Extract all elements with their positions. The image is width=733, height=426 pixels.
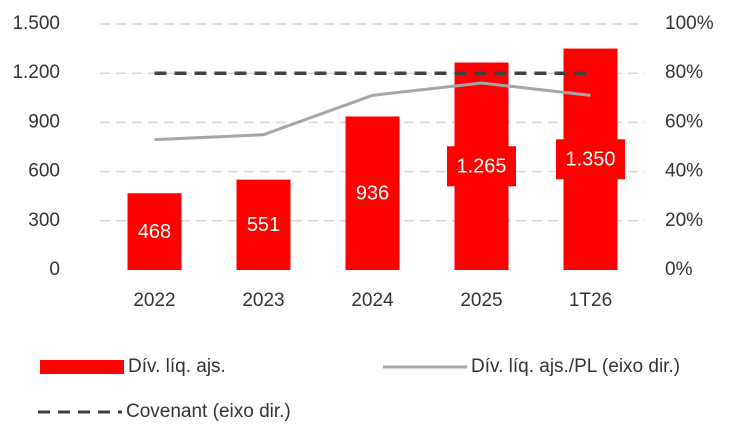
data-label-box bbox=[240, 204, 287, 245]
data-label-box bbox=[447, 146, 516, 187]
x-tick-label: 1T26 bbox=[569, 290, 612, 311]
data-label: 1.350 bbox=[565, 149, 615, 171]
data-label-box bbox=[556, 139, 625, 180]
data-label: 1.265 bbox=[456, 156, 506, 178]
y-tick-label: 600 bbox=[28, 161, 60, 182]
x-tick-label: 2025 bbox=[460, 290, 502, 311]
x-tick-label: 2024 bbox=[351, 290, 394, 311]
y2-tick-label: 80% bbox=[665, 62, 703, 83]
y-tick-label: 300 bbox=[28, 210, 60, 231]
y2-tick-label: 40% bbox=[665, 161, 703, 182]
y-tick-label: 1.200 bbox=[12, 62, 60, 83]
legend-label: Dív. líq. ajs./PL (eixo dir.) bbox=[471, 356, 680, 377]
y2-tick-label: 100% bbox=[665, 13, 714, 34]
legend-label: Dív. líq. ajs. bbox=[128, 356, 226, 377]
y2-tick-label: 20% bbox=[665, 210, 703, 231]
y2-tick-label: 60% bbox=[665, 111, 703, 132]
y-tick-label: 900 bbox=[28, 111, 60, 132]
data-label-box bbox=[349, 173, 396, 214]
y-tick-label: 0 bbox=[49, 259, 60, 280]
legend-swatch bbox=[40, 360, 124, 374]
data-label-box bbox=[131, 211, 178, 252]
data-label: 936 bbox=[356, 183, 389, 205]
x-tick-label: 2023 bbox=[242, 290, 284, 311]
y2-tick-label: 0% bbox=[665, 259, 693, 280]
y-tick-label: 1.500 bbox=[12, 13, 60, 34]
data-label: 551 bbox=[247, 214, 280, 236]
ratio-line bbox=[154, 81, 591, 142]
data-label: 468 bbox=[138, 221, 171, 243]
x-tick-label: 2022 bbox=[133, 290, 175, 311]
legend-label: Covenant (eixo dir.) bbox=[126, 401, 291, 422]
